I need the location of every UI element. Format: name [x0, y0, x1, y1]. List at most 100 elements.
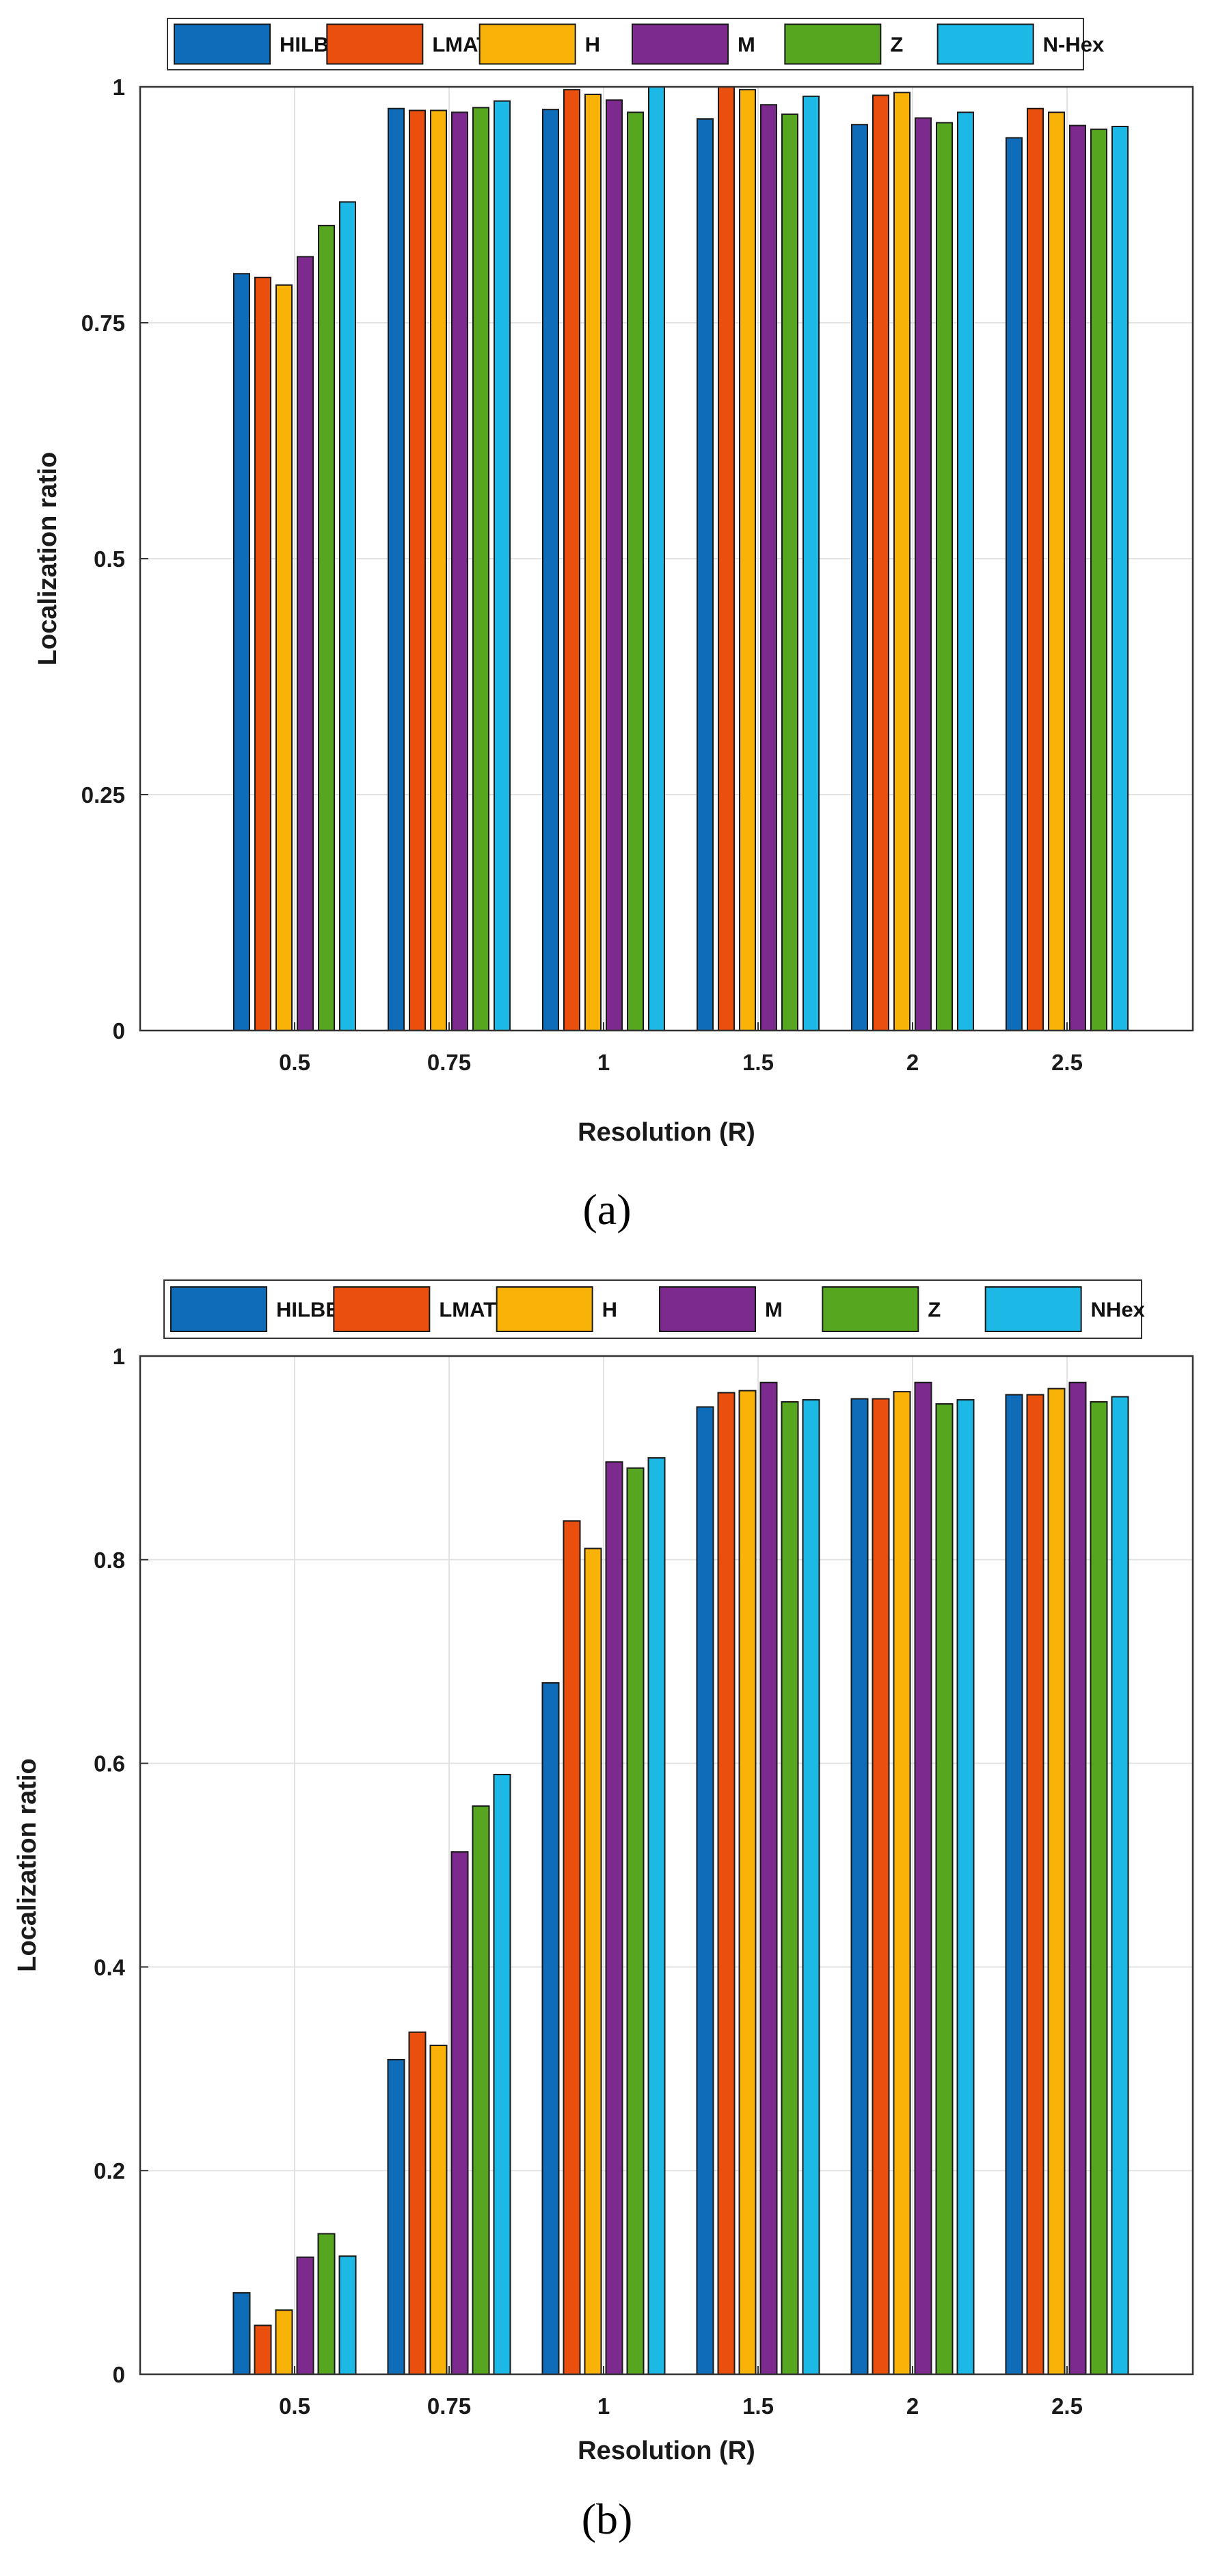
- bar-a-h-1_5: [739, 89, 756, 1031]
- y-tick-label-a-1: 0.25: [81, 782, 125, 808]
- bar-b-nhex-1_5: [802, 1399, 820, 2375]
- x-tick-label-b-2: 1: [597, 2393, 610, 2419]
- x-axis-label-a: Resolution (R): [578, 1118, 755, 1147]
- bar-a-hilbert-0_75: [388, 107, 405, 1032]
- bar-a-z-0_5: [318, 224, 335, 1031]
- chart-panel-b: 0 0.2 0.4 0.6 0.8 1 0.5 0.75 1 1.5 2 2.5 Resolution …: [13, 1279, 1194, 2465]
- bar-a-z-2_5: [1090, 129, 1107, 1032]
- bar-a-nhex-1: [648, 86, 665, 1031]
- bar-b-hilbert-0_5: [232, 2292, 251, 2375]
- bar-a-nhex-2_5: [1111, 125, 1129, 1032]
- y-tick-label-b-1: 0.2: [94, 2158, 125, 2183]
- bar-b-hilbert-2: [850, 1398, 869, 2375]
- legend-swatch-b-5: [984, 1286, 1082, 1332]
- y-axis-label-a: Localization ratio: [33, 452, 62, 665]
- y-tick-label-a-0: 0: [113, 1018, 125, 1044]
- legend-swatch-b-3: [659, 1286, 756, 1332]
- legend-label-b-3: M: [765, 1298, 783, 1322]
- bar-b-nhex-1: [647, 1457, 666, 2375]
- bar-a-z-1_5: [781, 114, 798, 1031]
- bar-b-lmat-2: [872, 1398, 890, 2375]
- x-tick-label-a-3: 1.5: [742, 1050, 774, 1075]
- y-tick-label-a-2: 0.5: [94, 546, 125, 572]
- legend-label-a-2: H: [585, 33, 600, 57]
- bar-b-hilbert-0_75: [387, 2058, 405, 2375]
- legend-swatch-b-0: [170, 1286, 267, 1332]
- legend-swatch-a-1: [326, 23, 424, 65]
- legend-swatch-b-2: [496, 1286, 593, 1332]
- bar-b-lmat-2_5: [1026, 1394, 1044, 2375]
- bar-a-hilbert-0_5: [233, 273, 250, 1031]
- bar-b-lmat-0_75: [408, 2031, 427, 2376]
- x-tick-label-a-0: 0.5: [279, 1050, 310, 1075]
- y-tick-label-b-5: 1: [113, 1344, 125, 1369]
- legend-label-b-5: NHex: [1091, 1298, 1146, 1322]
- bar-b-m-1: [605, 1461, 623, 2375]
- bar-a-lmat-0_5: [254, 276, 271, 1031]
- bar-b-lmat-0_5: [254, 2324, 272, 2376]
- bar-b-z-2_5: [1090, 1401, 1108, 2375]
- bar-a-h-1: [584, 94, 602, 1031]
- bar-a-hilbert-2: [851, 124, 868, 1032]
- bar-a-lmat-1: [563, 89, 580, 1031]
- bar-b-m-2_5: [1068, 1381, 1087, 2375]
- bar-a-h-2_5: [1048, 111, 1065, 1031]
- bar-b-nhex-2: [956, 1399, 975, 2375]
- legend-label-a-5: N-Hex: [1043, 33, 1105, 57]
- legend-swatch-a-0: [174, 23, 271, 65]
- x-tick-label-b-4: 2: [906, 2393, 919, 2419]
- bar-b-m-0_75: [450, 1851, 469, 2376]
- legend-swatch-a-4: [784, 23, 882, 65]
- x-tick-label-b-5: 2.5: [1051, 2393, 1083, 2419]
- bar-b-hilbert-1_5: [696, 1406, 714, 2375]
- bar-a-m-1: [606, 99, 623, 1032]
- x-tick-label-a-5: 2.5: [1051, 1050, 1083, 1075]
- caption-a: (a): [582, 1185, 631, 1234]
- bar-b-hilbert-1: [541, 1682, 560, 2375]
- bar-b-h-0_5: [275, 2309, 293, 2376]
- bar-b-h-2_5: [1047, 1387, 1066, 2375]
- bar-b-lmat-1: [563, 1520, 581, 2375]
- legend-label-b-4: Z: [928, 1298, 941, 1322]
- bar-a-nhex-0_75: [494, 100, 511, 1032]
- legend-label-b-1: LMAT: [439, 1298, 496, 1322]
- legend-box-b: [163, 1279, 1142, 1339]
- bar-a-m-0_75: [451, 111, 468, 1031]
- bar-a-h-0_75: [430, 109, 447, 1031]
- bar-a-h-0_5: [275, 284, 293, 1031]
- bar-b-h-2: [893, 1391, 911, 2375]
- bar-a-lmat-1_5: [718, 86, 735, 1031]
- x-tick-label-b-3: 1.5: [742, 2393, 774, 2419]
- bar-b-nhex-0_75: [493, 1773, 511, 2375]
- bar-a-m-2_5: [1069, 124, 1086, 1032]
- bar-a-hilbert-1_5: [697, 118, 714, 1031]
- y-tick-label-a-4: 1: [113, 75, 125, 100]
- legend-swatch-b-4: [822, 1286, 919, 1332]
- bar-b-h-1_5: [738, 1390, 757, 2375]
- x-tick-label-a-2: 1: [597, 1050, 610, 1075]
- bar-a-m-2: [915, 117, 932, 1031]
- bar-a-lmat-0_75: [409, 109, 426, 1031]
- bar-b-nhex-2_5: [1111, 1396, 1129, 2375]
- bar-b-z-1: [626, 1467, 645, 2375]
- bar-a-z-1: [627, 111, 644, 1031]
- bar-a-hilbert-1: [542, 109, 559, 1031]
- bar-b-h-0_75: [429, 2045, 448, 2375]
- bar-b-hilbert-2_5: [1005, 1394, 1023, 2375]
- bar-b-m-0_5: [296, 2256, 314, 2375]
- bar-b-z-1_5: [781, 1401, 799, 2375]
- bar-a-lmat-2: [872, 94, 889, 1031]
- bar-a-lmat-2_5: [1027, 107, 1044, 1032]
- bar-a-nhex-2: [957, 111, 974, 1031]
- x-tick-label-b-0: 0.5: [279, 2393, 310, 2419]
- bar-b-z-2: [935, 1403, 954, 2375]
- legend-label-a-3: M: [738, 33, 755, 57]
- bar-b-m-1_5: [759, 1381, 778, 2375]
- x-tick-label-a-4: 2: [906, 1050, 919, 1075]
- bar-b-z-0_75: [472, 1805, 490, 2375]
- legend-swatch-a-2: [478, 23, 576, 65]
- legend-swatch-b-1: [333, 1286, 431, 1332]
- bar-a-z-2: [936, 122, 953, 1032]
- bar-a-nhex-1_5: [802, 95, 820, 1031]
